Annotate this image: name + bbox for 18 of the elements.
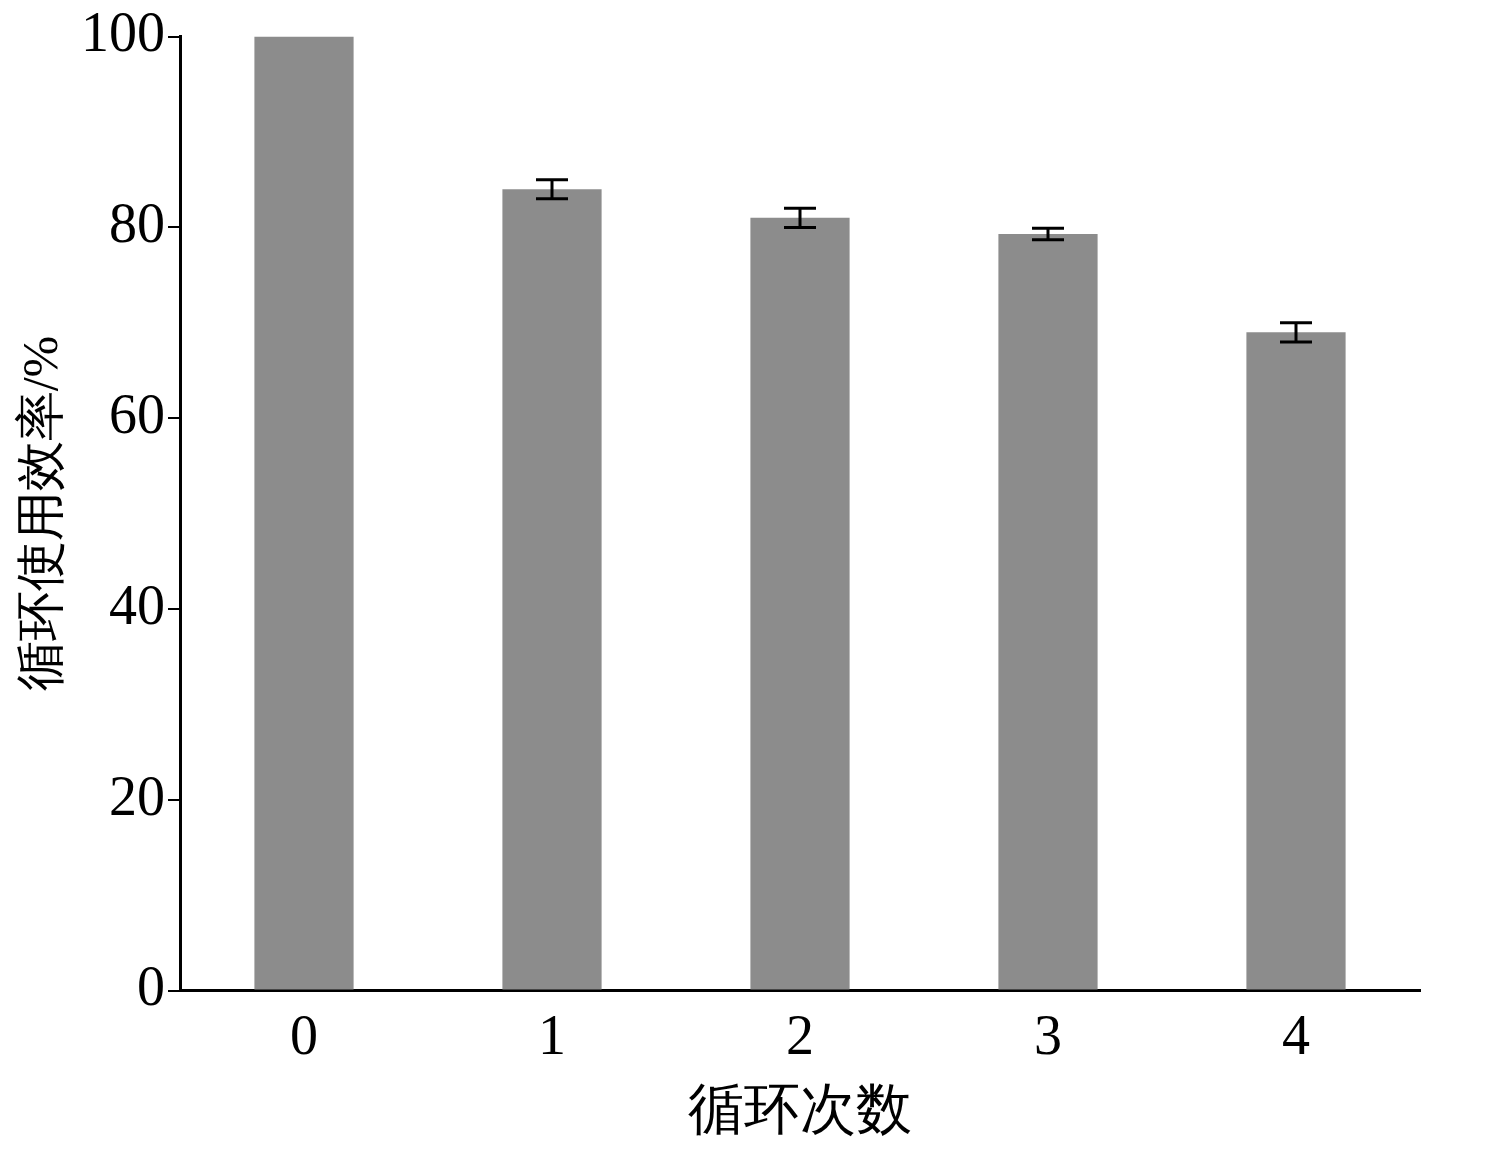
y-axis-title: 循环使用效率/% (12, 335, 69, 692)
y-tick-label: 20 (109, 764, 165, 827)
bar (502, 189, 602, 990)
x-tick-label: 1 (538, 1003, 566, 1066)
x-tick-label: 4 (1282, 1003, 1310, 1066)
y-tick-label: 80 (109, 192, 165, 255)
x-tick-label: 2 (786, 1003, 814, 1066)
y-tick-label: 40 (109, 573, 165, 636)
y-tick-label: 60 (109, 382, 165, 445)
bar (1246, 332, 1346, 990)
bar (998, 234, 1098, 990)
y-tick-label: 100 (81, 1, 165, 64)
x-tick-label: 0 (290, 1003, 318, 1066)
x-axis-title: 循环次数 (688, 1078, 912, 1141)
bar (254, 36, 354, 990)
bar (750, 217, 850, 990)
y-tick-label: 0 (137, 955, 165, 1018)
x-tick-label: 3 (1034, 1003, 1062, 1066)
